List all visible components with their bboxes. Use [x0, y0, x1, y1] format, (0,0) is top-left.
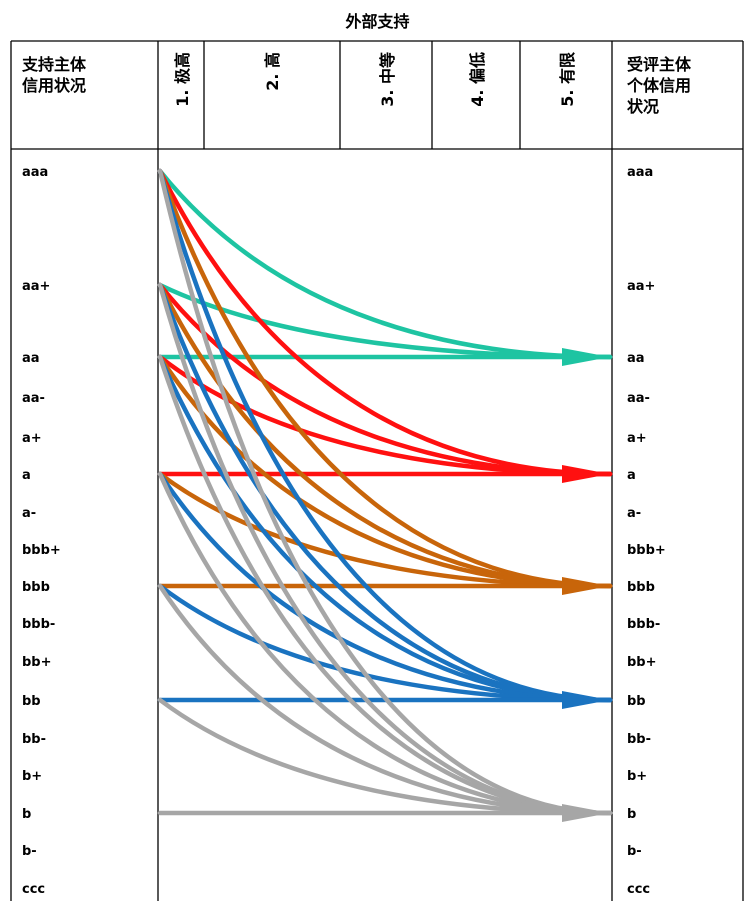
right-rating-label: a-: [627, 506, 641, 521]
right-rating-label: bbb-: [627, 617, 660, 632]
left-rating-label: b-: [22, 844, 37, 859]
right-rating-labels: aaaaa+aaaa-a+aa-bbb+bbbbbb-bb+bbbb-b+bb-…: [627, 165, 666, 897]
connection-curves: [157, 168, 613, 822]
left-rating-label: a-: [22, 506, 36, 521]
left-rating-label: bbb: [22, 580, 50, 595]
left-rating-label: a+: [22, 431, 42, 446]
left-rating-label: aa-: [22, 391, 45, 406]
left-rating-label: aa+: [22, 279, 50, 294]
left-rating-label: b: [22, 807, 31, 822]
connection-curve: [157, 168, 613, 360]
right-rating-label: bb+: [627, 655, 657, 670]
left-rating-label: bb+: [22, 655, 52, 670]
right-rating-label: aa: [627, 351, 645, 366]
left-rating-label: aaa: [22, 165, 48, 180]
support-level-label: 1. 极高: [173, 52, 192, 107]
convergence-wedge: [562, 348, 610, 366]
diagram-title: 外部支持: [345, 12, 410, 31]
support-level-label: 4. 偏低: [468, 52, 487, 107]
left-rating-label: bb: [22, 694, 41, 709]
convergence-wedge: [562, 804, 610, 822]
connection-curve: [157, 354, 613, 477]
right-rating-label: bbb+: [627, 543, 666, 558]
left-rating-label: bb-: [22, 732, 46, 747]
right-rating-label: aaa: [627, 165, 653, 180]
right-rating-label: b+: [627, 769, 647, 784]
left-rating-labels: aaaaa+aaaa-a+aa-bbb+bbbbbb-bb+bbbb-b+bb-…: [22, 165, 61, 897]
table-frame: [10, 40, 744, 901]
left-rating-label: bbb-: [22, 617, 55, 632]
right-rating-label: bbb: [627, 580, 655, 595]
right-rating-label: a+: [627, 431, 647, 446]
support-level-label: 2. 高: [263, 52, 282, 91]
right-header-line: 状况: [627, 97, 659, 116]
left-rating-label: ccc: [22, 882, 45, 897]
left-header-line: 支持主体: [21, 55, 87, 74]
right-rating-label: b: [627, 807, 636, 822]
right-rating-label: ccc: [627, 882, 650, 897]
convergence-wedge: [562, 465, 610, 483]
support-level-label: 5. 有限: [558, 51, 577, 107]
support-level-label: 3. 中等: [378, 52, 397, 107]
right-header-line: 个体信用: [626, 76, 691, 95]
left-header-line: 信用状况: [22, 76, 86, 95]
support-levels: 1. 极高 2. 高 3. 中等 4. 偏低 5. 有限: [173, 51, 577, 107]
convergence-wedge: [562, 577, 610, 595]
right-rating-label: bb-: [627, 732, 651, 747]
convergence-wedge: [562, 691, 610, 709]
right-rating-label: b-: [627, 844, 642, 859]
right-rating-label: aa+: [627, 279, 655, 294]
left-rating-label: bbb+: [22, 543, 61, 558]
right-header-line: 受评主体: [627, 55, 692, 74]
left-rating-label: a: [22, 468, 31, 483]
right-rating-label: aa-: [627, 391, 650, 406]
right-rating-label: bb: [627, 694, 646, 709]
left-rating-label: aa: [22, 351, 40, 366]
left-rating-label: b+: [22, 769, 42, 784]
right-rating-label: a: [627, 468, 636, 483]
